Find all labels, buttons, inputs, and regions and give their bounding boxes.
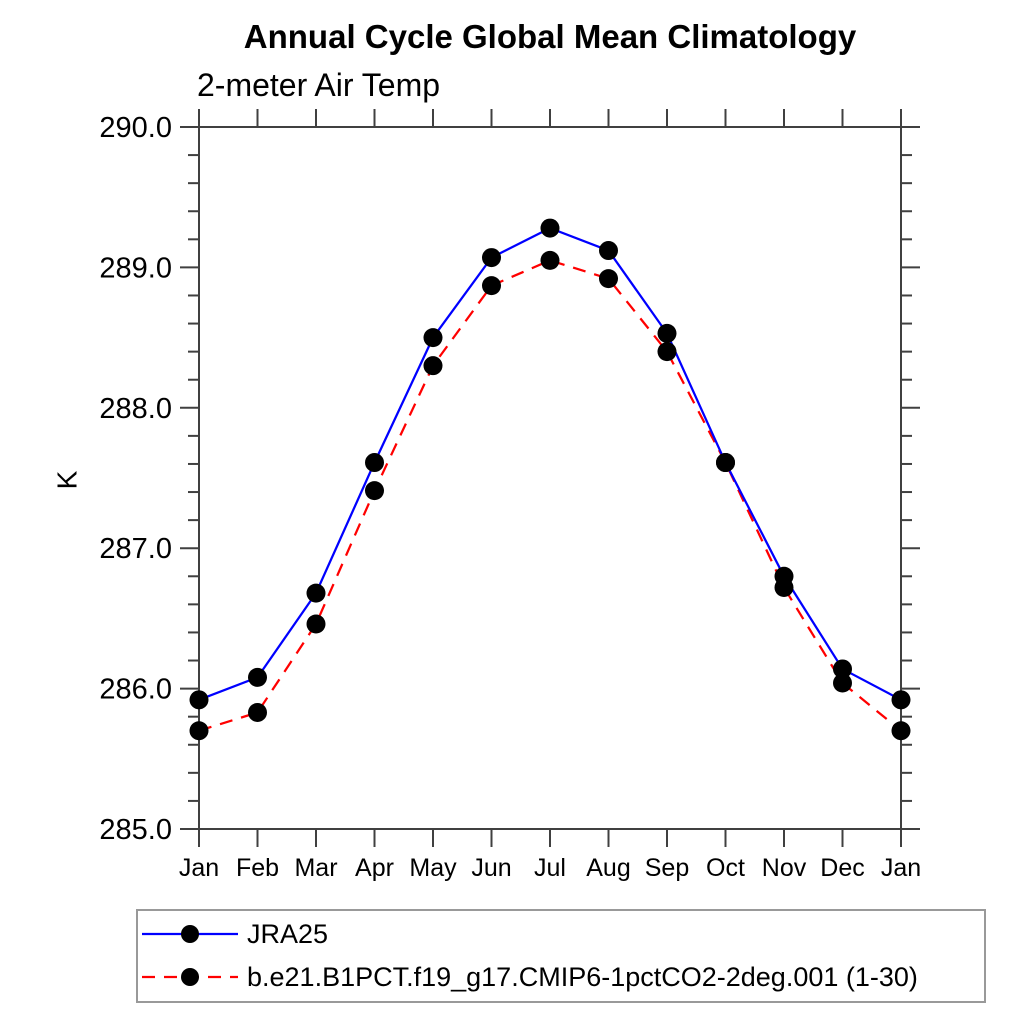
data-point-dot — [189, 690, 209, 710]
data-point-dot — [306, 583, 326, 603]
data-point-dot — [306, 614, 326, 634]
series-line-1 — [198, 259, 902, 732]
legend-label-0: JRA25 — [247, 919, 328, 949]
data-point-dot — [891, 721, 911, 741]
data-point-dot — [657, 323, 677, 343]
data-point-dot — [482, 248, 501, 268]
y-tick-label: 286.0 — [99, 674, 172, 706]
month-label: Oct — [706, 854, 745, 882]
month-label: Apr — [355, 854, 394, 882]
data-point-dot — [599, 269, 618, 289]
month-label: Nov — [762, 854, 807, 882]
month-label: Mar — [294, 854, 337, 882]
legend-box — [136, 909, 986, 1003]
data-point-dot — [423, 356, 443, 376]
data-point-dot — [248, 702, 267, 722]
y-tick-label: 289.0 — [99, 252, 172, 284]
month-label: Dec — [820, 854, 864, 882]
data-point-dot — [833, 659, 852, 679]
chart-title: Annual Cycle Global Mean Climatology — [243, 18, 857, 55]
month-label: Aug — [586, 854, 630, 882]
series-line-0 — [198, 226, 902, 701]
legend-marker-dot — [181, 968, 199, 986]
data-point-dot — [482, 276, 501, 296]
data-point-dot — [657, 342, 677, 362]
legend-marker-dot — [181, 925, 199, 943]
month-label: May — [409, 854, 457, 882]
data-point-dot — [891, 690, 911, 710]
month-label: Jul — [534, 854, 566, 882]
data-point-dot — [599, 241, 618, 261]
month-label: Feb — [236, 854, 279, 882]
data-point-dot — [365, 453, 384, 473]
y-tick-label: 288.0 — [99, 393, 172, 425]
data-point-dot — [365, 481, 384, 501]
month-label: Sep — [645, 854, 689, 882]
month-label: Jan — [881, 854, 921, 882]
y-tick-label: 290.0 — [99, 112, 172, 144]
month-label: Jun — [471, 854, 511, 882]
chart-subtitle: 2-meter Air Temp — [197, 67, 441, 103]
data-point-dot — [189, 721, 209, 741]
y-tick-label: 285.0 — [99, 814, 172, 846]
y-tick-label: 287.0 — [99, 533, 172, 565]
data-point-dot — [540, 250, 560, 270]
data-point-dot — [540, 218, 560, 238]
data-point-dot — [423, 328, 443, 348]
data-point-dot — [833, 673, 852, 693]
data-point-dot — [774, 578, 794, 598]
data-point-dot — [248, 667, 267, 687]
data-point-dot — [716, 453, 735, 473]
legend-label-1: b.e21.B1PCT.f19_g17.CMIP6-1pctCO2-2deg.0… — [247, 962, 918, 992]
month-label: Jan — [179, 854, 219, 882]
